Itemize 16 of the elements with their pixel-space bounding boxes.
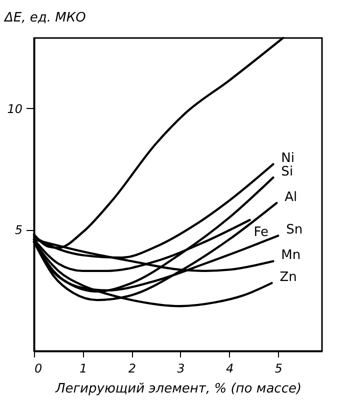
series-label: Si	[281, 164, 294, 180]
series-label: Ni	[281, 151, 295, 166]
x-tick-label: 1	[79, 362, 88, 376]
x-tick-label: 5	[274, 362, 282, 376]
series-label: Mn	[281, 248, 301, 264]
y-tick-label: 10	[7, 102, 23, 116]
series-label: Al	[284, 190, 298, 205]
x-tick-label: 4	[226, 362, 234, 376]
x-tick-label: 3	[177, 362, 185, 376]
series-label: Fe	[254, 224, 269, 240]
x-axis-title: Легирующий элемент, % (по массе)	[54, 382, 302, 396]
x-tick-label: 2	[128, 362, 136, 376]
x-tick-label: 0	[34, 362, 42, 376]
series-label: Sn	[286, 222, 303, 238]
y-axis-title: ΔЕ, ед. МКО	[4, 10, 86, 26]
series-label: Zn	[280, 270, 297, 286]
